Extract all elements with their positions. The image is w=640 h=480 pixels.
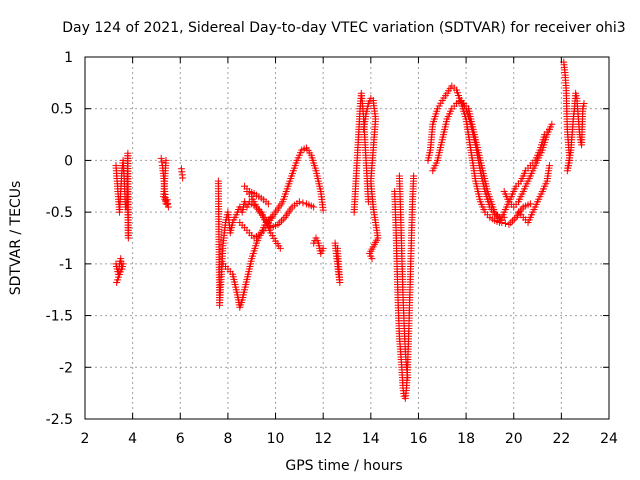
y-tick-label: -1 <box>59 257 73 273</box>
series-arc-8.7h-9.8h <box>241 182 272 208</box>
data-point <box>274 221 282 229</box>
series-arc-19.5h-21.6h-b <box>500 120 556 211</box>
x-tick-label: 8 <box>223 431 232 447</box>
series-outliers-3.8h <box>123 149 132 242</box>
series-outliers-6h <box>177 165 187 182</box>
data-point <box>505 221 513 229</box>
data-point <box>113 278 121 286</box>
x-tick-label: 24 <box>600 431 618 447</box>
x-tick-label: 18 <box>457 431 475 447</box>
y-tick-label: -0.5 <box>46 205 73 221</box>
data-point <box>501 220 509 228</box>
data-point <box>319 244 327 252</box>
y-tick-label: -1.5 <box>46 309 73 325</box>
data-point <box>264 200 272 208</box>
series-arc-22.2h-22.9h <box>560 58 588 175</box>
data-point <box>333 244 341 252</box>
data-point <box>310 203 318 211</box>
series-arc-8.5h-11.5h <box>236 144 327 242</box>
x-tick-label: 10 <box>267 431 285 447</box>
y-tick-label: 1 <box>64 50 73 66</box>
y-tick-label: -2 <box>59 360 73 376</box>
data-point <box>510 215 518 223</box>
data-point <box>410 172 418 180</box>
series-arc-7.8h-9.8h <box>219 213 275 311</box>
data-point <box>507 219 515 227</box>
y-tick-label: -2.5 <box>46 412 73 428</box>
series-arc-3.4h-b <box>112 255 127 286</box>
x-axis-label: GPS time / hours <box>285 458 402 474</box>
x-tick-label: 14 <box>362 431 380 447</box>
data-point <box>278 217 285 225</box>
y-tick-label: 0.5 <box>51 102 73 118</box>
data-point <box>580 100 588 108</box>
data-point <box>279 215 287 223</box>
x-tick-label: 4 <box>128 431 137 447</box>
series-arc-11.6h-12h <box>310 234 327 258</box>
data-point <box>548 120 556 128</box>
y-axis-label: SDTVAR / TECUs <box>8 181 24 296</box>
data-point <box>368 255 376 263</box>
grid-lines <box>85 57 609 419</box>
data-point <box>319 206 327 214</box>
data-point <box>123 187 131 195</box>
data-point <box>509 217 517 225</box>
series-arc-7.6h-10.2h <box>214 177 284 309</box>
series-arc-12.6h <box>331 239 344 286</box>
data-point <box>158 158 166 166</box>
data-point <box>299 199 307 207</box>
x-tick-label: 2 <box>81 431 90 447</box>
x-axis-ticks: 2 4 6 8 10 12 14 16 18 20 22 24 <box>81 57 618 447</box>
y-axis-ticks: 1 0.5 0 -0.5 -1 -1.5 -2 -2.5 <box>46 50 609 428</box>
x-tick-label: 12 <box>314 431 332 447</box>
data-point <box>276 219 284 227</box>
chart-title: Day 124 of 2021, Sidereal Day-to-day VTE… <box>62 20 625 36</box>
series-arc-17.9h-20.8h <box>460 100 534 229</box>
plot-frame <box>84 56 610 420</box>
data-point <box>526 200 534 208</box>
data-point <box>545 162 553 170</box>
series-arc-5.3h <box>157 154 172 211</box>
data-point <box>157 154 165 162</box>
series-arc-15.3h-b <box>395 172 412 382</box>
data-point <box>276 244 284 252</box>
series-arc-20.2h-21.5h <box>514 162 553 226</box>
data-point <box>404 374 412 382</box>
x-tick-label: 6 <box>176 431 185 447</box>
data-point <box>162 156 170 164</box>
x-tick-label: 16 <box>410 431 428 447</box>
data-point <box>179 174 187 182</box>
x-tick-label: 22 <box>552 431 570 447</box>
y-tick-label: 0 <box>64 153 73 169</box>
data-points <box>112 58 588 402</box>
x-tick-label: 20 <box>505 431 523 447</box>
series-arc-13.4h-14.4h-b <box>360 94 382 263</box>
data-point <box>295 198 303 206</box>
data-point <box>164 199 172 207</box>
